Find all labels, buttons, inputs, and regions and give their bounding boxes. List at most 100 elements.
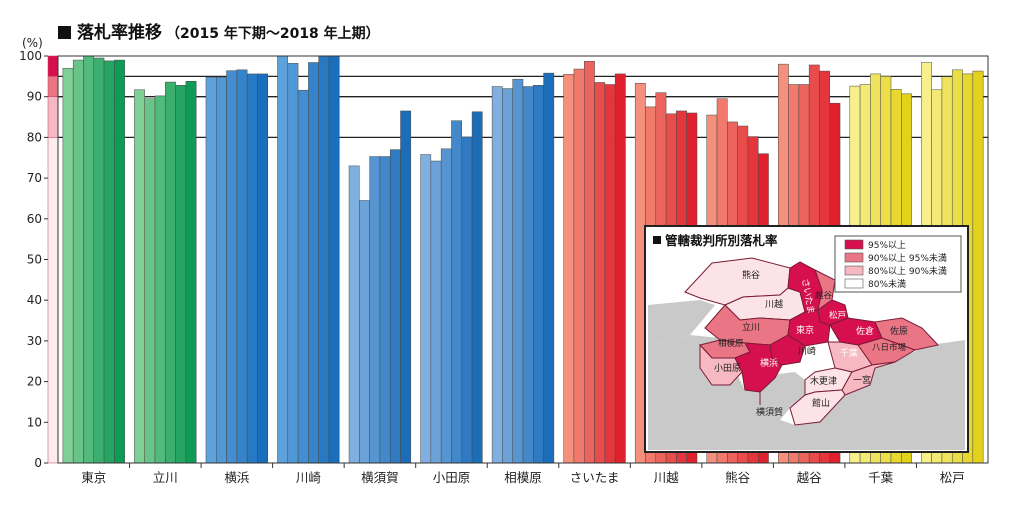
y-tick-label: 50 xyxy=(27,253,42,267)
bar-7-3 xyxy=(594,82,606,464)
map-label-chiba: 千葉 xyxy=(840,347,858,359)
bar-6-5 xyxy=(543,72,555,464)
bar-5-1 xyxy=(430,160,442,464)
bar-4-2 xyxy=(369,156,381,464)
bar-5-4 xyxy=(461,136,473,464)
bar-2-3 xyxy=(236,69,248,464)
bar-4-4 xyxy=(389,149,401,464)
title-square-icon xyxy=(58,26,71,39)
map-label-sakura: 佐倉 xyxy=(856,325,874,337)
region-tokyo xyxy=(787,309,831,347)
bar-3-5 xyxy=(328,55,340,464)
y-tick-label: 40 xyxy=(27,293,42,307)
bar-1-0 xyxy=(134,89,145,464)
bar-5-5 xyxy=(471,111,483,464)
band-scale-segment-0 xyxy=(47,55,59,77)
x-category-label: 千葉 xyxy=(868,470,894,485)
region-odawara xyxy=(699,343,743,386)
bar-0-5 xyxy=(114,59,125,464)
bar-7-5 xyxy=(614,73,626,464)
map-label-tokyo: 東京 xyxy=(796,324,814,336)
bar-1-1 xyxy=(144,98,156,464)
y-tick-label: 90 xyxy=(27,90,42,104)
y-tick-label: 10 xyxy=(27,415,42,429)
inset-title-square-icon xyxy=(653,236,661,244)
legend-swatch-95-plus xyxy=(844,239,864,250)
y-tick-label: 20 xyxy=(27,375,42,389)
x-category-label: 東京 xyxy=(81,470,106,485)
x-category-label: 川越 xyxy=(654,470,680,485)
bar-2-2 xyxy=(226,70,238,464)
bar-6-4 xyxy=(533,85,544,464)
region-tateyama xyxy=(789,389,846,426)
bar-1-4 xyxy=(175,85,187,464)
map-label-sawara: 佐原 xyxy=(890,325,908,337)
map-label-kawasaki: 川崎 xyxy=(798,345,816,357)
legend-swatch-90-95 xyxy=(844,252,864,263)
map-label-matsudo: 松戸 xyxy=(829,310,846,321)
x-category-label: 松戸 xyxy=(940,470,965,485)
bar-3-4 xyxy=(318,55,330,464)
legend-swatch-80-90 xyxy=(844,265,864,276)
axes: 0102030405060708090100東京 立川 横浜 川崎 横須賀 小田原 相模原さ… xyxy=(19,49,989,485)
legend-label-95-plus: 95%以上 xyxy=(868,240,906,251)
bar-3-0 xyxy=(277,55,289,464)
map: 熊谷 さいたま 越谷 川越 松戸 立川 東京 佐倉 佐原 相模原 川崎 八日市場… xyxy=(648,257,965,450)
map-label-odawara: 小田原 xyxy=(714,363,741,374)
bar-7-2 xyxy=(583,61,595,464)
band-scale-segment-1 xyxy=(47,76,59,97)
y-tick-label: 60 xyxy=(27,212,42,226)
inset-title: 管轄裁判所別落札率 xyxy=(665,233,778,248)
x-category-label: 相模原 xyxy=(504,470,542,485)
x-category-label: さいたま xyxy=(570,470,620,485)
bar-8-0 xyxy=(634,83,646,464)
map-label-koshigaya: 越谷 xyxy=(815,290,833,301)
bar-3-2 xyxy=(297,89,309,464)
map-land-west xyxy=(648,300,715,345)
bar-1-5 xyxy=(185,80,197,464)
bar-3-3 xyxy=(308,62,319,464)
region-yokohama xyxy=(734,342,783,393)
bar-3-1 xyxy=(287,63,299,464)
legend-label-under-80: 80%未満 xyxy=(868,278,906,290)
bar-6-0 xyxy=(491,86,503,464)
bar-7-1 xyxy=(573,68,585,464)
y-axis-label: (%) xyxy=(22,36,43,50)
x-category-label: 熊谷 xyxy=(725,470,751,485)
map-label-kawagoe: 川越 xyxy=(765,298,783,310)
y-tick-label: 0 xyxy=(34,456,42,470)
map-label-tachikawa: 立川 xyxy=(742,321,760,333)
map-label-yokaichiba: 八日市場 xyxy=(872,342,907,353)
bar-5-0 xyxy=(420,154,432,464)
map-label-tateyama: 館山 xyxy=(812,397,830,409)
bar-6-1 xyxy=(502,88,513,464)
x-category-label: 小田原 xyxy=(433,470,471,485)
bar-0-2 xyxy=(83,55,95,464)
bar-1-2 xyxy=(154,95,166,464)
chart-title: 落札率推移 （2015 年下期～2018 年上期） xyxy=(58,18,380,43)
bar-0-1 xyxy=(72,59,84,464)
map-label-kisarazu: 木更津 xyxy=(810,375,837,387)
x-category-label: 越谷 xyxy=(797,470,823,485)
band-scale-segment-2 xyxy=(47,96,59,138)
bar-2-1 xyxy=(215,76,227,464)
bar-4-0 xyxy=(348,165,360,464)
bar-0-4 xyxy=(103,60,115,464)
y-tick-label: 70 xyxy=(27,171,42,185)
legend-label-90-95: 90%以上 95%未満 xyxy=(868,252,947,264)
bar-4-3 xyxy=(379,156,391,464)
bar-4-1 xyxy=(359,200,370,464)
x-category-label: 横須賀 xyxy=(361,470,399,485)
bar-6-3 xyxy=(522,86,534,464)
y-tick-label: 100 xyxy=(19,49,42,63)
bar-2-4 xyxy=(246,73,258,464)
y-tick-label: 30 xyxy=(27,334,42,348)
x-category-label: 横浜 xyxy=(224,470,249,485)
map-label-sagamihara: 相模原 xyxy=(718,338,744,349)
inset-legend: 95%以上 90%以上 95%未満 80%以上 90%未満 80%未満 xyxy=(834,235,962,293)
bar-0-0 xyxy=(62,67,74,464)
map-label-yokosuka: 横須賀 xyxy=(756,406,783,418)
map-label-yokohama: 横浜 xyxy=(760,357,778,369)
percent-band-scale xyxy=(47,55,59,464)
